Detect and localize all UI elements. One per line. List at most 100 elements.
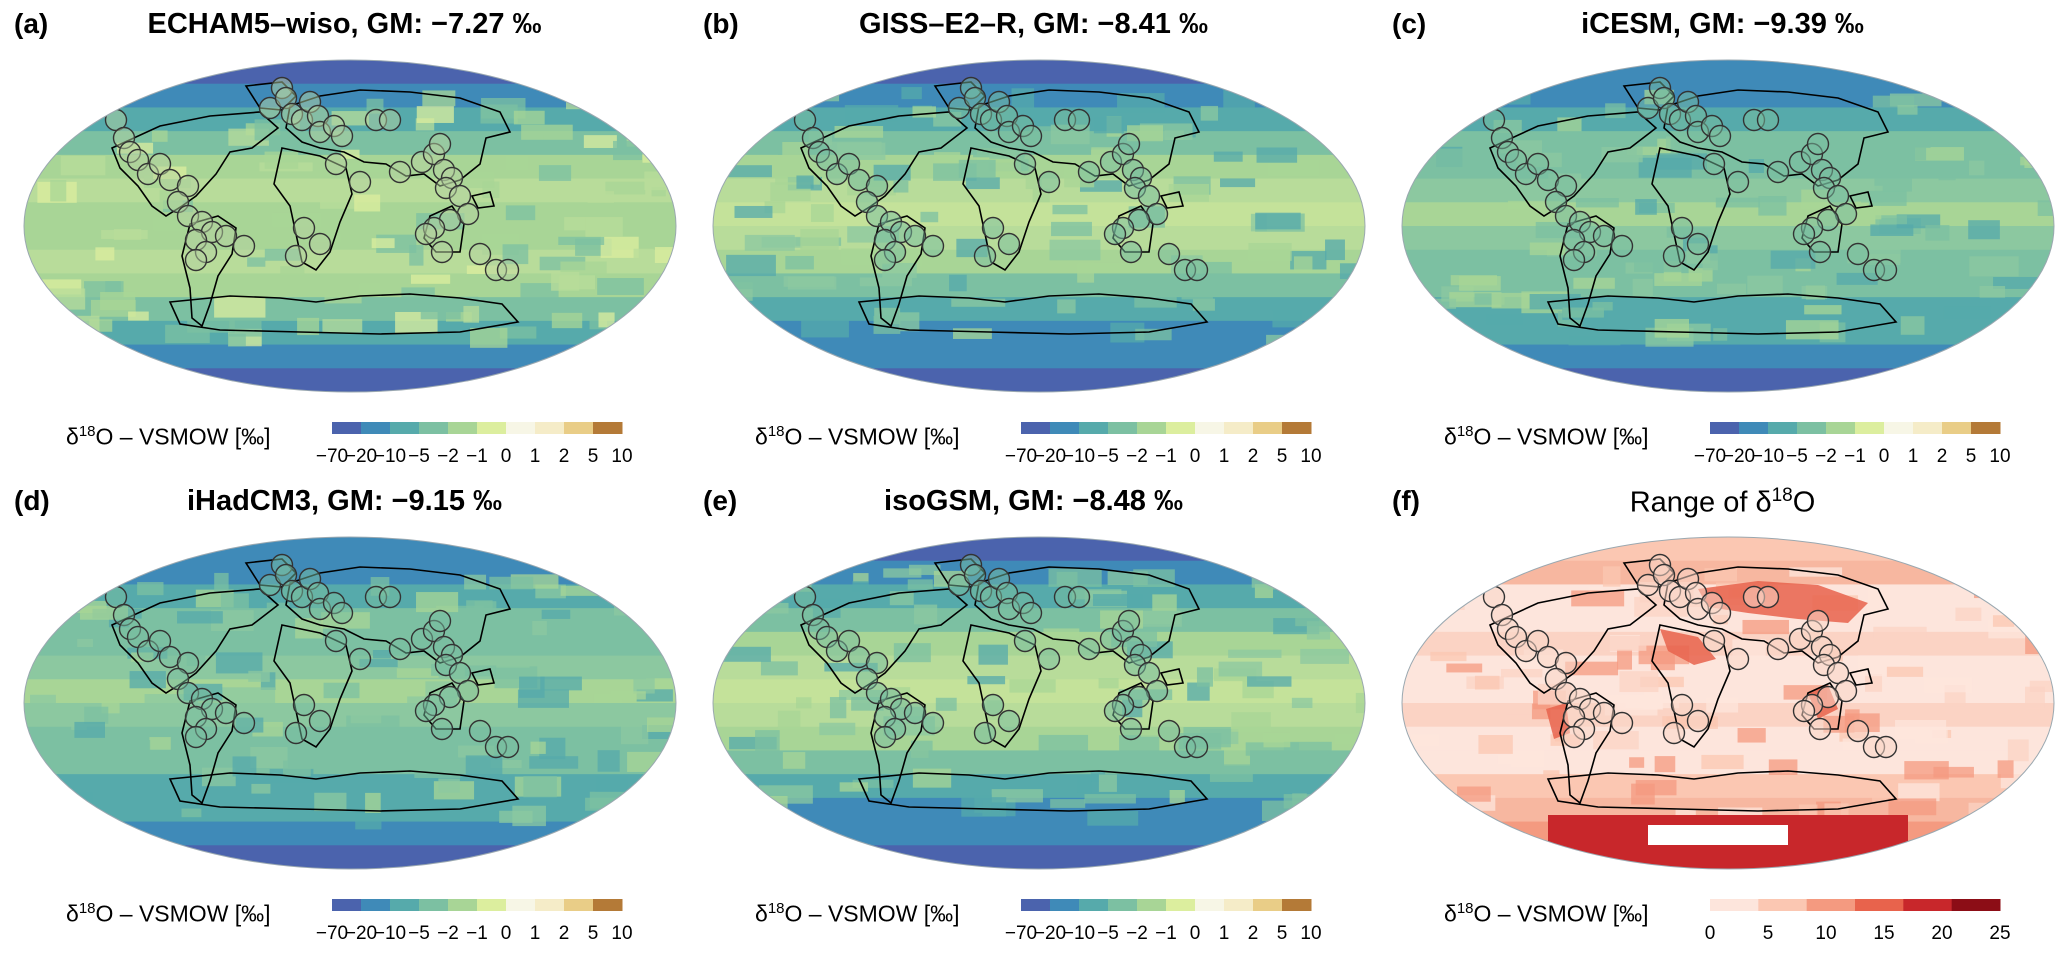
colorbar-swatch: [1166, 899, 1196, 911]
station-marker: [308, 232, 332, 256]
colorbar-swatch: [1079, 899, 1109, 911]
colorbar-swatch: [390, 899, 420, 911]
station-marker: [1846, 242, 1870, 266]
colorbar-tick-label: −2: [1126, 446, 1148, 467]
colorbar: −70−20−10 −5 −2 −1 0 1 2 5 10: [316, 899, 633, 944]
colorbar-tick-label: 1: [1908, 446, 1919, 467]
colorbar-tick-label: −5: [1097, 446, 1119, 467]
colorbar-tick-label: −70: [316, 446, 348, 467]
station-marker: [1806, 132, 1830, 156]
station-marker: [1013, 152, 1037, 176]
station-marker: [1610, 234, 1634, 258]
station-marker: [414, 699, 438, 723]
station-marker: [1726, 170, 1750, 194]
colorbar: −70−20−10 −5 −2 −1 0 1 2 5 10: [1005, 422, 1322, 467]
colorbar-swatch: [419, 422, 449, 434]
colorbar-tick-label: 0: [501, 923, 512, 944]
colorbar-tick-label: 2: [1937, 446, 1948, 467]
colorbar-tick-label: 25: [1989, 923, 2010, 944]
station-marker: [1019, 124, 1043, 148]
station-marker: [1766, 637, 1790, 661]
colorbar-swatch: [1826, 422, 1856, 434]
coastlines: [1488, 81, 1898, 335]
station-marker: [1117, 132, 1141, 156]
station-marker: [1554, 174, 1578, 198]
station-marker: [292, 693, 316, 717]
station-marker: [1636, 96, 1660, 120]
colorbar-swatch: [1253, 422, 1283, 434]
station-markers: [793, 76, 1209, 282]
panel-c: (c) iCESM, GM: −9.39 ‰ δ18O – VSMOW [‰] …: [1378, 0, 2067, 477]
station-markers: [104, 553, 520, 759]
station-marker: [348, 647, 372, 671]
colorbar-tick-label: −70: [1005, 446, 1037, 467]
colorbar-swatch: [1282, 899, 1312, 911]
station-marker: [378, 585, 402, 609]
colorbar-tick-label: 10: [1989, 446, 2010, 467]
station-marker: [148, 152, 172, 176]
panel-title: Range of δ18O: [1629, 485, 1816, 519]
colorbar-swatch: [1224, 899, 1254, 911]
station-marker: [1185, 735, 1209, 759]
colorbar-tick-label: −2: [437, 446, 459, 467]
station-marker: [921, 711, 945, 735]
station-marker: [903, 224, 927, 248]
colorbar: −70−20−10 −5 −2 −1 0 1 2 5 10: [1005, 899, 1322, 944]
station-marker: [1708, 124, 1732, 148]
colorbar-swatch: [535, 899, 565, 911]
colorbar-swatch: [1224, 422, 1254, 434]
station-marker: [1077, 637, 1101, 661]
colorbar-swatch: [1108, 899, 1138, 911]
station-marker: [873, 248, 897, 272]
station-marker: [1708, 601, 1732, 625]
colorbar-swatch: [477, 422, 507, 434]
colorbar-swatch: [448, 422, 478, 434]
panel-label: (d): [14, 485, 50, 516]
colorbar-tick-label: 0: [1705, 923, 1716, 944]
station-marker: [1808, 240, 1832, 264]
station-marker: [997, 709, 1021, 733]
station-marker: [1103, 222, 1127, 246]
station-marker: [981, 216, 1005, 240]
station-marker: [981, 693, 1005, 717]
map-range: [1401, 536, 2055, 870]
colorbar-swatch: [1195, 899, 1225, 911]
colorbar-swatch: [564, 422, 594, 434]
station-marker: [1526, 629, 1550, 653]
colorbar-swatch: [1108, 422, 1138, 434]
station-marker: [1874, 735, 1898, 759]
station-marker: [1756, 585, 1780, 609]
colorbar-tick-label: 1: [530, 923, 541, 944]
station-marker: [1554, 651, 1578, 675]
colorbar-swatch: [390, 422, 420, 434]
station-marker: [176, 174, 200, 198]
station-marker: [214, 224, 238, 248]
colorbar-tick-label: −2: [437, 923, 459, 944]
station-marker: [1756, 108, 1780, 132]
station-marker: [324, 152, 348, 176]
colorbar-tick-label: 0: [1879, 446, 1890, 467]
colorbar-tick-label: −10: [1063, 923, 1095, 944]
colorbar-swatch: [593, 422, 623, 434]
colorbar-swatch: [1739, 422, 1769, 434]
station-marker: [468, 719, 492, 743]
station-marker: [1157, 719, 1181, 743]
station-marker: [1067, 585, 1091, 609]
station-marker: [865, 651, 889, 675]
colorbar-swatch: [1710, 899, 1759, 911]
colorbar-tick-label: 10: [1300, 923, 1321, 944]
station-marker: [232, 711, 256, 735]
colorbar-swatch: [361, 899, 391, 911]
map-field: [713, 537, 1365, 869]
map-field: [713, 60, 1365, 392]
station-marker: [1792, 222, 1816, 246]
colorbar-label: δ18O – VSMOW [‰]: [66, 900, 271, 927]
colorbar-swatch: [1710, 422, 1740, 434]
panel-e: (e) isoGSM, GM: −8.48 ‰ δ18O – VSMOW [‰]…: [689, 477, 1378, 954]
panel-label: (c): [1392, 8, 1427, 39]
station-marker: [947, 96, 971, 120]
colorbar-swatch: [1855, 899, 1904, 911]
panel-a: (a) ECHAM5–wiso, GM: −7.27 ‰ δ18O – VSMO…: [0, 0, 689, 477]
station-marker: [873, 725, 897, 749]
station-marker: [837, 152, 861, 176]
